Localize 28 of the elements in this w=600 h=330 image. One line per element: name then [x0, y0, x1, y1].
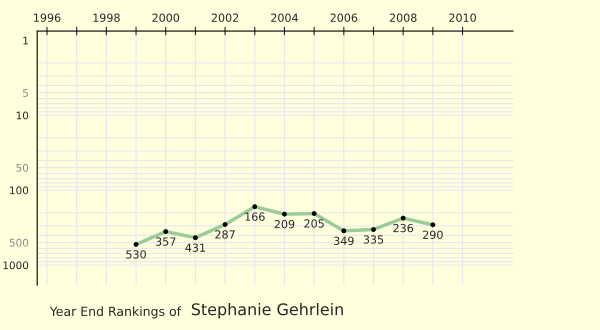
- x-tick-label: 2008: [390, 14, 417, 22]
- y-tick-label: 500: [10, 238, 28, 247]
- data-label: 357: [156, 237, 176, 246]
- y-tick-label: 10: [16, 112, 28, 120]
- x-tick-label: 2004: [271, 14, 298, 22]
- y-tick-label: 1: [23, 36, 28, 44]
- data-label: 287: [215, 230, 235, 239]
- text: Stephanie Gehrlein: [192, 302, 343, 318]
- x-tick-label: 2000: [152, 14, 180, 22]
- y-tick-label: 50: [16, 164, 28, 172]
- y-tick-label: 100: [10, 186, 28, 194]
- data-label: 209: [274, 220, 294, 228]
- x-tick-label: 1996: [34, 14, 60, 22]
- x-tick-label: 1998: [93, 14, 120, 22]
- data-label: 431: [185, 243, 205, 252]
- data-label: 290: [423, 230, 443, 239]
- data-label: 205: [304, 219, 324, 228]
- data-label: 530: [126, 250, 146, 259]
- data-label: 335: [364, 235, 384, 244]
- data-label: 166: [245, 212, 265, 221]
- y-tick-label: 5: [23, 89, 28, 97]
- text: Year End Rankings of: [50, 306, 182, 318]
- x-tick-label: 2006: [330, 14, 358, 22]
- y-tick-label: 1000: [4, 261, 28, 270]
- x-tick-label: 2010: [449, 14, 476, 22]
- x-tick-label: 2002: [212, 14, 238, 22]
- data-label: 236: [393, 224, 414, 232]
- data-label: 349: [334, 236, 354, 246]
